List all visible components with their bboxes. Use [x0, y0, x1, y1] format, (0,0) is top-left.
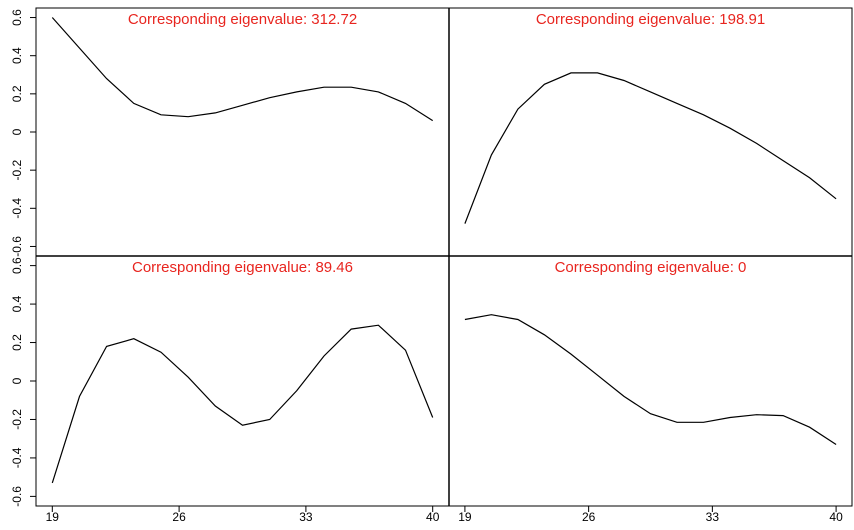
y-tick-label: 0.2	[10, 85, 24, 102]
y-tick-label: 0.4	[10, 47, 24, 64]
y-tick-label: -0.4	[10, 447, 24, 468]
panel-title: Corresponding eigenvalue: 0	[555, 259, 747, 276]
line-series	[464, 72, 837, 224]
y-tick-label: -0.6	[10, 236, 24, 257]
y-tick-label: 0	[10, 377, 24, 384]
y-tick-label: 0	[10, 128, 24, 135]
y-tick-label: 0.2	[10, 334, 24, 351]
y-tick-label: -0.2	[10, 159, 24, 180]
x-tick-label: 26	[172, 510, 186, 524]
x-tick-label: 19	[46, 510, 60, 524]
x-tick-label: 26	[582, 510, 596, 524]
x-tick-label: 40	[829, 510, 843, 524]
line-series	[51, 324, 434, 484]
y-tick-label: -0.4	[10, 198, 24, 219]
x-tick-label: 33	[706, 510, 720, 524]
y-tick-label: 0.6	[10, 9, 24, 26]
plot-frame	[35, 7, 853, 507]
y-tick-label: -0.2	[10, 409, 24, 430]
panel-title: Corresponding eigenvalue: 312.72	[128, 11, 357, 28]
x-tick-label: 19	[458, 510, 472, 524]
x-tick-label: 33	[299, 510, 313, 524]
y-tick-label: -0.6	[10, 486, 24, 507]
line-series	[464, 314, 837, 446]
x-tick-label: 40	[426, 510, 440, 524]
panel-title: Corresponding eigenvalue: 89.46	[132, 259, 353, 276]
panel-title: Corresponding eigenvalue: 198.91	[536, 11, 765, 28]
y-tick-label: 0.4	[10, 295, 24, 312]
y-tick-label: 0.6	[10, 257, 24, 274]
line-series	[51, 17, 434, 122]
